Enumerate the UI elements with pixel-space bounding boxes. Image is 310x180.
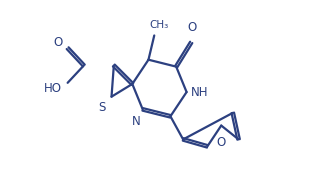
- Text: CH₃: CH₃: [149, 20, 169, 30]
- Text: HO: HO: [44, 82, 62, 95]
- Text: NH: NH: [191, 86, 209, 99]
- Text: O: O: [217, 136, 226, 149]
- Text: O: O: [54, 36, 63, 49]
- Text: S: S: [98, 101, 106, 114]
- Text: N: N: [132, 115, 140, 128]
- Text: O: O: [188, 21, 197, 34]
